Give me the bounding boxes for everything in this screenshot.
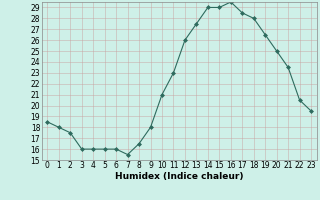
X-axis label: Humidex (Indice chaleur): Humidex (Indice chaleur) <box>115 172 244 181</box>
